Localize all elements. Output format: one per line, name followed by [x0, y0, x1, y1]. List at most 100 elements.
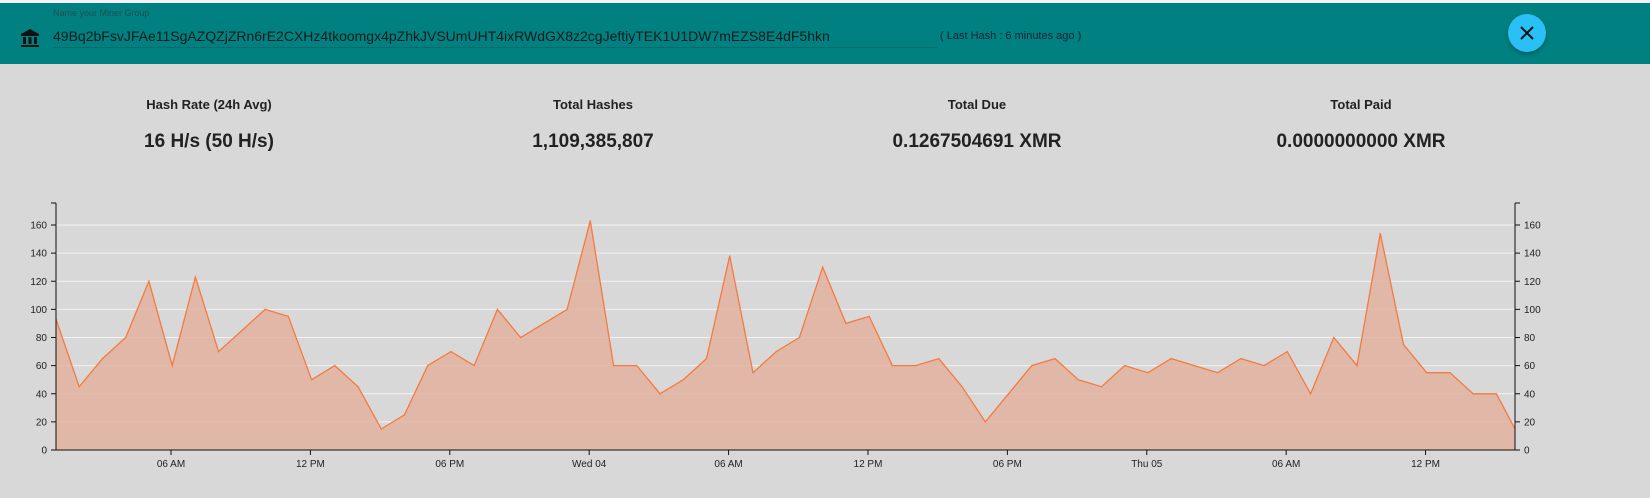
close-icon	[1520, 26, 1534, 40]
y-tick-label-left: 40	[36, 389, 48, 400]
stat-total-paid: Total Paid 0.0000000000 XMR	[1211, 97, 1511, 153]
data-point	[148, 280, 150, 282]
y-tick-label-right: 40	[1524, 389, 1536, 400]
data-point	[1077, 379, 1079, 381]
x-tick-label: 06 AM	[714, 459, 742, 470]
data-point	[380, 428, 382, 430]
data-point	[1147, 372, 1149, 374]
x-tick-label: 06 PM	[993, 459, 1022, 470]
data-point	[357, 386, 359, 388]
data-point	[1263, 365, 1265, 367]
y-tick-label-right: 0	[1524, 446, 1530, 457]
stat-label: Total Paid	[1330, 97, 1392, 112]
data-point	[891, 365, 893, 367]
x-tick-label: 06 AM	[157, 459, 185, 470]
stat-total-hashes: Total Hashes 1,109,385,807	[443, 97, 743, 153]
data-point	[194, 276, 196, 278]
stat-label: Hash Rate (24h Avg)	[146, 97, 272, 112]
data-point	[241, 329, 243, 332]
data-point	[543, 322, 545, 325]
y-tick-label-right: 100	[1524, 305, 1541, 316]
data-point	[938, 357, 940, 360]
x-tick-label: 06 PM	[435, 459, 464, 470]
data-point	[1356, 365, 1358, 367]
x-tick-label: 06 AM	[1272, 459, 1300, 470]
data-point	[1426, 372, 1428, 374]
stat-value: 0.0000000000 XMR	[1276, 131, 1446, 152]
close-button[interactable]	[1508, 14, 1546, 52]
x-tick-label: Wed 04	[572, 459, 607, 470]
data-point	[1379, 232, 1381, 235]
y-tick-label-right: 80	[1524, 333, 1536, 344]
data-point	[264, 308, 266, 310]
data-point	[822, 266, 824, 268]
data-point	[612, 365, 615, 367]
hash-rate-chart: 0 0 20 20 40 40 60 60 80 80 100 100 120 120 140 140 160 1…	[30, 202, 1541, 470]
y-tick-label-right: 120	[1524, 277, 1541, 288]
x-tick-label: 12 PM	[854, 459, 883, 470]
y-tick-label-right: 20	[1524, 417, 1536, 428]
data-point	[1402, 343, 1405, 346]
data-point	[775, 350, 777, 353]
data-point	[1193, 365, 1195, 367]
data-point	[659, 393, 661, 395]
data-point	[520, 336, 522, 339]
stat-value: 1,109,385,807	[532, 131, 654, 152]
data-point	[915, 365, 917, 367]
data-point	[78, 386, 80, 388]
data-point	[101, 357, 104, 360]
series-line	[55, 220, 1516, 430]
data-point	[473, 365, 475, 367]
data-point	[798, 336, 801, 339]
y-tick-label-right: 160	[1524, 221, 1541, 232]
data-point	[1240, 357, 1242, 360]
stat-value: 0.1267504691 XMR	[892, 131, 1062, 152]
data-point	[171, 365, 173, 367]
data-point	[1333, 336, 1335, 339]
stat-total-due: Total Due 0.1267504691 XMR	[827, 97, 1127, 153]
x-tick-label: Thu 05	[1131, 459, 1163, 470]
data-point	[729, 255, 731, 257]
stat-label: Total Hashes	[553, 97, 633, 112]
data-point	[403, 414, 406, 416]
data-point	[1472, 393, 1474, 395]
miner-group-name-input[interactable]: 49Bq2bFsvJFAe11SgAZQZjZRn6rE2CXHz4tkoomg…	[53, 25, 938, 48]
data-point	[450, 350, 452, 353]
data-point	[961, 386, 963, 388]
data-point	[427, 365, 429, 367]
area-fill	[56, 220, 1515, 450]
miner-group-header: Name your Miner Group 49Bq2bFsvJFAe11SgA…	[0, 3, 1650, 64]
data-point	[589, 220, 591, 222]
y-tick-label-left: 120	[30, 277, 47, 288]
bank-icon	[21, 29, 39, 47]
field-label: Name your Miner Group	[53, 8, 150, 18]
stat-value: 16 H/s (50 H/s)	[144, 131, 274, 152]
y-tick-label-left: 140	[30, 249, 47, 260]
y-tick-label-left: 20	[36, 417, 48, 428]
x-tick-label: 12 PM	[1411, 459, 1440, 470]
data-point	[1309, 393, 1312, 395]
data-point	[868, 315, 870, 318]
stat-hash-rate: Hash Rate (24h Avg) 16 H/s (50 H/s)	[59, 97, 359, 153]
top-gap	[0, 0, 1650, 3]
data-point	[1286, 350, 1288, 353]
data-point	[287, 315, 289, 318]
data-point	[1031, 365, 1033, 367]
data-point	[1100, 386, 1103, 388]
data-point	[682, 379, 684, 381]
stat-label: Total Due	[947, 97, 1007, 112]
data-point	[1007, 393, 1010, 395]
data-point	[566, 308, 568, 310]
y-tick-label-right: 60	[1524, 361, 1536, 372]
data-point	[752, 372, 754, 374]
last-hash-status: ( Last Hash : 6 minutes ago )	[940, 30, 1082, 42]
data-point	[1170, 357, 1172, 360]
y-tick-label-left: 100	[30, 305, 47, 316]
data-point	[1495, 393, 1498, 395]
data-point	[845, 322, 847, 325]
data-point	[636, 365, 638, 367]
data-point	[1054, 357, 1056, 360]
y-tick-label-right: 140	[1524, 249, 1541, 260]
y-tick-label-left: 80	[36, 333, 48, 344]
x-tick-label: 12 PM	[296, 459, 325, 470]
